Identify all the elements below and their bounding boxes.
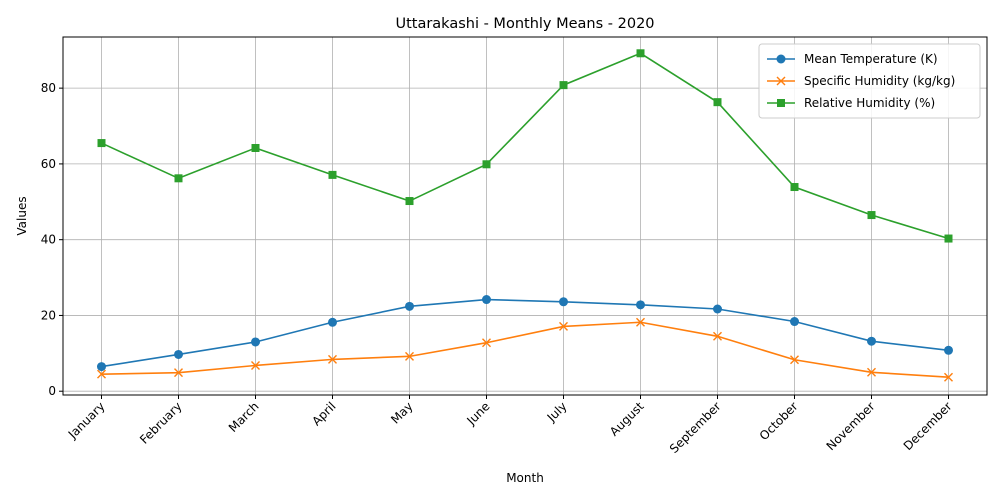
data-point: [97, 369, 106, 379]
legend-label: Relative Humidity (%): [804, 96, 935, 110]
data-point: [251, 337, 260, 347]
data-point: [482, 338, 491, 348]
data-point: [405, 301, 414, 311]
data-point: [944, 234, 953, 243]
x-tick-label: January: [65, 399, 108, 442]
x-tick-label: October: [757, 399, 801, 443]
data-point: [636, 300, 645, 310]
y-tick-label: 20: [41, 308, 56, 322]
x-tick-label: August: [607, 399, 647, 439]
data-point: [713, 98, 722, 107]
data-point: [482, 295, 491, 305]
data-point: [174, 368, 183, 378]
x-tick-label: June: [464, 399, 493, 428]
data-point: [251, 143, 260, 152]
series-line: [101, 298, 949, 368]
y-axis-title: Values: [15, 196, 29, 235]
data-point: [790, 317, 799, 327]
data-point: [482, 160, 491, 169]
data-point: [636, 49, 645, 58]
series-group: [97, 317, 953, 382]
series-line: [101, 52, 949, 240]
data-point: [328, 170, 337, 179]
data-point: [944, 345, 953, 355]
data-point: [174, 349, 183, 359]
x-tick-label: April: [309, 399, 338, 428]
series-group: [97, 49, 953, 243]
x-tick-label: September: [667, 399, 724, 456]
data-point: [867, 367, 876, 377]
data-point: [328, 354, 337, 364]
data-point: [790, 183, 799, 192]
data-point: [251, 360, 260, 370]
data-point: [790, 355, 799, 365]
x-axis-title: Month: [506, 471, 544, 485]
series-line: [101, 321, 949, 378]
data-point: [328, 317, 337, 327]
data-point: [636, 317, 645, 327]
data-point: [944, 372, 953, 382]
data-point: [559, 81, 568, 90]
series-group: [97, 295, 953, 372]
data-point: [776, 54, 786, 64]
data-point: [174, 174, 183, 183]
data-point: [776, 76, 786, 86]
legend-item: Specific Humidity (kg/kg): [767, 74, 955, 88]
data-point: [97, 139, 106, 148]
data-point: [713, 331, 722, 341]
data-point: [867, 336, 876, 346]
x-tick-label: December: [901, 399, 955, 453]
data-point: [559, 297, 568, 307]
series-lines: [97, 49, 953, 382]
legend-label: Mean Temperature (K): [804, 52, 938, 66]
data-point: [713, 304, 722, 314]
y-tick-label: 60: [41, 157, 56, 171]
plot-frame: [62, 36, 988, 396]
data-point: [777, 99, 785, 107]
y-tick-label: 0: [48, 384, 56, 398]
x-tick-label: November: [824, 399, 878, 453]
y-tick-label: 40: [41, 233, 56, 247]
data-point: [405, 351, 414, 361]
data-point: [405, 197, 414, 206]
legend-label: Specific Humidity (kg/kg): [804, 74, 955, 88]
chart-title: Uttarakashi - Monthly Means - 2020: [395, 16, 654, 32]
data-point: [97, 362, 106, 372]
legend-item: Mean Temperature (K): [767, 52, 938, 66]
x-tick-label: July: [544, 399, 570, 425]
data-point: [559, 321, 568, 331]
legend: Mean Temperature (K) Specific Humidity (k…: [758, 43, 981, 119]
x-axis-ticks: January February March April May June July Augu…: [65, 395, 955, 456]
x-tick-label: May: [388, 399, 415, 426]
y-tick-label: 80: [41, 81, 56, 95]
y-axis-ticks: 0 20 40 60 80: [41, 81, 63, 398]
x-tick-label: March: [226, 399, 262, 435]
legend-item: Relative Humidity (%): [767, 96, 935, 110]
legend-frame: [758, 43, 981, 119]
data-point: [867, 211, 876, 220]
x-tick-label: February: [137, 399, 185, 447]
